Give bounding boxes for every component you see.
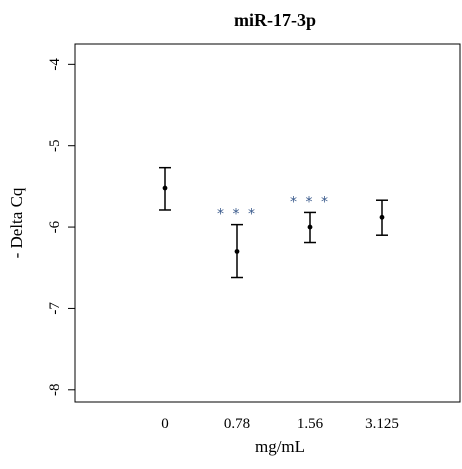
- plot-frame: [74, 43, 461, 403]
- x-tick-label: 0.78: [224, 416, 250, 432]
- x-tick-label: 0: [161, 416, 169, 432]
- significance-label: * * *: [217, 207, 257, 223]
- y-tick-label: -6: [47, 220, 63, 233]
- data-point: [234, 249, 240, 254]
- y-tick-label: -8: [47, 384, 63, 397]
- y-tick-label: -7: [47, 302, 63, 315]
- data-point: [379, 214, 385, 220]
- data-point: [162, 185, 168, 191]
- x-tick-label: 3.125: [365, 416, 399, 432]
- x-axis-label: mg/mL: [255, 437, 305, 456]
- data-marks: * * * * * *: [159, 166, 388, 279]
- y-axis-label: - Delta Cq: [7, 187, 26, 258]
- y-axis: -4 -5 -6 -7 -8: [47, 58, 75, 396]
- significance-label: * * *: [290, 194, 330, 210]
- x-axis: 0 0.78 1.56 3.125: [161, 416, 399, 432]
- y-tick-label: -4: [47, 58, 63, 71]
- y-tick-label: -5: [47, 139, 63, 152]
- chart-title: miR-17-3p: [234, 10, 316, 30]
- data-point: [307, 224, 313, 230]
- x-tick-label: 1.56: [297, 416, 324, 432]
